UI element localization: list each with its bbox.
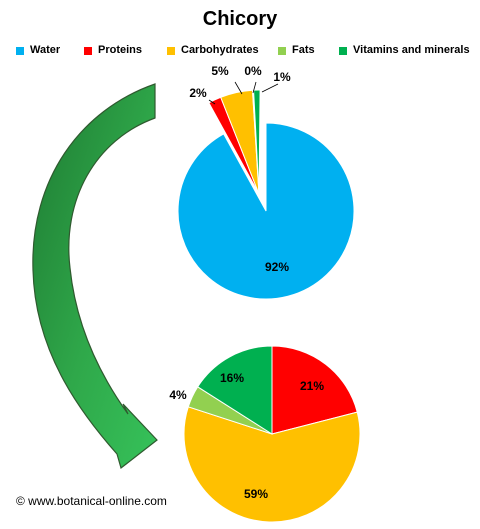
pie1-label-fats: 0% xyxy=(244,64,262,78)
pie2-label-carbohydrates: 59% xyxy=(244,487,268,501)
pie-chart-bottom: 21% 59% 4% 16% xyxy=(169,345,361,523)
chart-title: Chicory xyxy=(202,8,278,30)
legend-swatch-water xyxy=(16,47,24,55)
legend-swatch-proteins xyxy=(84,47,92,55)
legend-label-vitamins: Vitamins and minerals xyxy=(353,44,470,56)
pie1-label-water: 92% xyxy=(265,260,289,274)
pie2-slice-vitamins-and-minerals xyxy=(197,345,273,435)
pie1-leader-fats xyxy=(252,81,257,94)
legend-swatch-fats xyxy=(278,47,286,55)
credit-text: © www.botanical-online.com xyxy=(16,494,167,508)
pie1-leader-vitamins-and-minerals xyxy=(261,83,279,93)
legend-swatch-carbohydrates xyxy=(167,47,175,55)
pie-chart-top: 92% 2% 5% 0% 1% xyxy=(177,64,355,300)
legend-label-water: Water xyxy=(30,44,61,56)
legend-label-carbohydrates: Carbohydrates xyxy=(181,44,259,56)
pie2-label-proteins: 21% xyxy=(300,379,324,393)
pie1-leader-carbohydrates xyxy=(234,81,243,95)
curved-arrow xyxy=(32,83,158,470)
legend-swatch-vitamins xyxy=(339,47,347,55)
pie1-label-proteins: 2% xyxy=(189,86,207,100)
legend-label-fats: Fats xyxy=(292,44,315,56)
pie1-label-carbohydrates: 5% xyxy=(211,64,229,78)
pie2-label-fats: 4% xyxy=(169,388,187,402)
pie1-label-vitamins-and-minerals: 1% xyxy=(273,70,291,84)
pie2-slice-carbohydrates xyxy=(183,406,361,523)
pie1-slice-water xyxy=(177,122,355,300)
legend: Water Proteins Carbohydrates Fats Vitami… xyxy=(0,44,480,60)
pie1-leader-proteins xyxy=(208,99,216,105)
legend-label-proteins: Proteins xyxy=(98,44,143,56)
pie2-label-vitamins-and-minerals: 16% xyxy=(220,371,244,385)
pie2-slice-proteins xyxy=(271,345,358,435)
